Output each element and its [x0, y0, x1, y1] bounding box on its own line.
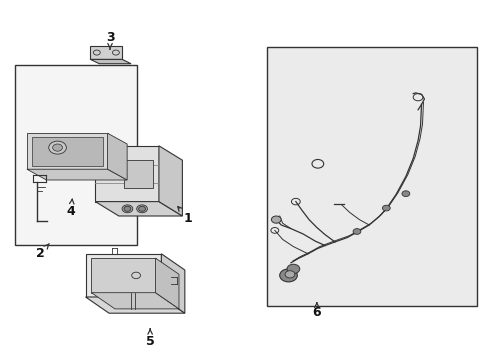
- Polygon shape: [159, 146, 182, 216]
- Text: 4: 4: [66, 199, 75, 218]
- Circle shape: [137, 205, 147, 213]
- Circle shape: [139, 206, 145, 211]
- Polygon shape: [27, 169, 127, 180]
- Circle shape: [285, 271, 294, 278]
- Circle shape: [286, 264, 299, 274]
- Polygon shape: [161, 254, 184, 313]
- Circle shape: [49, 141, 66, 154]
- Circle shape: [401, 191, 409, 197]
- Circle shape: [271, 216, 281, 223]
- Text: 5: 5: [145, 329, 154, 348]
- Polygon shape: [95, 146, 159, 202]
- Bar: [266, 47, 476, 306]
- Circle shape: [53, 144, 62, 151]
- Polygon shape: [85, 297, 184, 313]
- Circle shape: [124, 206, 131, 211]
- Polygon shape: [85, 254, 161, 297]
- Bar: [15, 65, 137, 245]
- Polygon shape: [95, 202, 182, 216]
- Polygon shape: [155, 258, 179, 309]
- Polygon shape: [91, 258, 155, 293]
- Polygon shape: [32, 137, 102, 166]
- Circle shape: [382, 205, 389, 211]
- Polygon shape: [91, 293, 179, 309]
- Polygon shape: [124, 160, 152, 188]
- Text: 1: 1: [178, 207, 192, 225]
- Circle shape: [122, 205, 133, 213]
- Text: 3: 3: [105, 31, 114, 49]
- Polygon shape: [27, 133, 107, 169]
- Polygon shape: [90, 46, 122, 59]
- Polygon shape: [90, 59, 131, 64]
- Text: 6: 6: [312, 303, 321, 319]
- Circle shape: [352, 229, 360, 234]
- Circle shape: [279, 269, 297, 282]
- Polygon shape: [107, 133, 127, 180]
- Text: 2: 2: [36, 244, 49, 260]
